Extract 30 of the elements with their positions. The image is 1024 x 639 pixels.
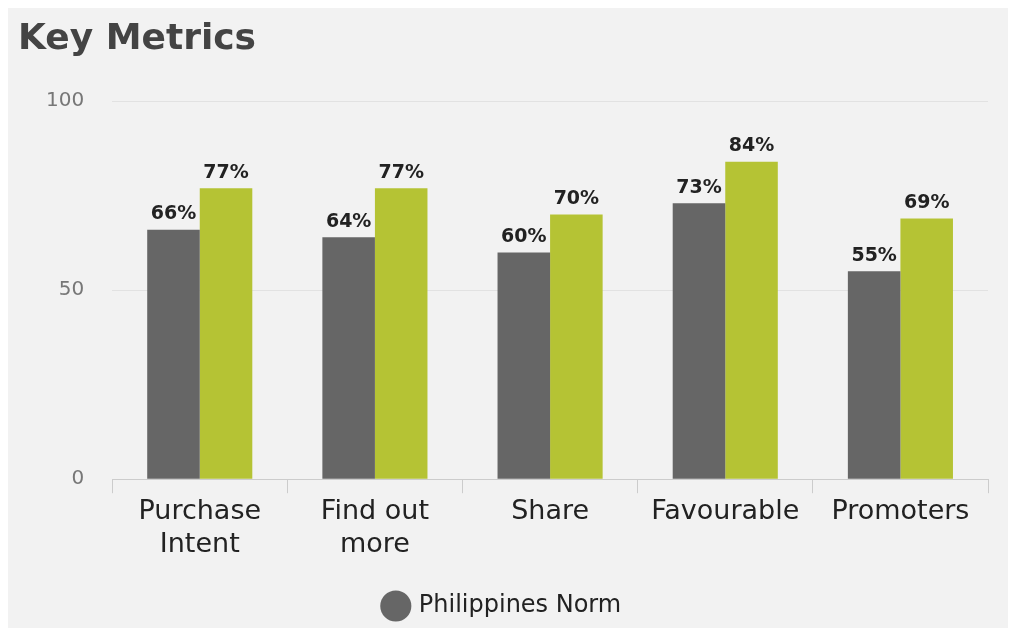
y-tick-label: 100: [45, 87, 85, 112]
x-tick-label: Purchase Intent: [138, 494, 262, 558]
bar: [847, 271, 901, 479]
data-label: 55%: [851, 242, 897, 265]
data-label: 69%: [903, 189, 950, 212]
chart-title: Key Metrics: [18, 15, 256, 57]
bar: [147, 229, 200, 479]
legend-label: Philippines Norm: [418, 590, 622, 619]
bar: [725, 161, 778, 479]
bar: [900, 218, 953, 479]
x-tick-label: Promoters: [831, 494, 970, 526]
y-tick-label: 50: [58, 276, 85, 301]
x-tick-label: Favourable: [651, 494, 800, 526]
data-label: 70%: [553, 186, 600, 209]
data-label: 64%: [325, 208, 372, 231]
x-tick-label: Find out more: [320, 494, 429, 558]
bar: [497, 252, 551, 479]
y-tick-label: 0: [71, 465, 85, 490]
bar: [672, 203, 726, 479]
bar: [199, 188, 253, 479]
bar: [322, 237, 375, 479]
data-label: 77%: [203, 159, 249, 182]
data-label: 66%: [150, 201, 197, 224]
data-label: 77%: [378, 159, 424, 182]
data-label: 60%: [501, 223, 547, 246]
data-label: 84%: [728, 133, 775, 156]
x-tick-label: Share: [511, 494, 590, 526]
data-label: 73%: [676, 174, 722, 197]
bar: [550, 214, 603, 479]
bar: [374, 188, 428, 479]
